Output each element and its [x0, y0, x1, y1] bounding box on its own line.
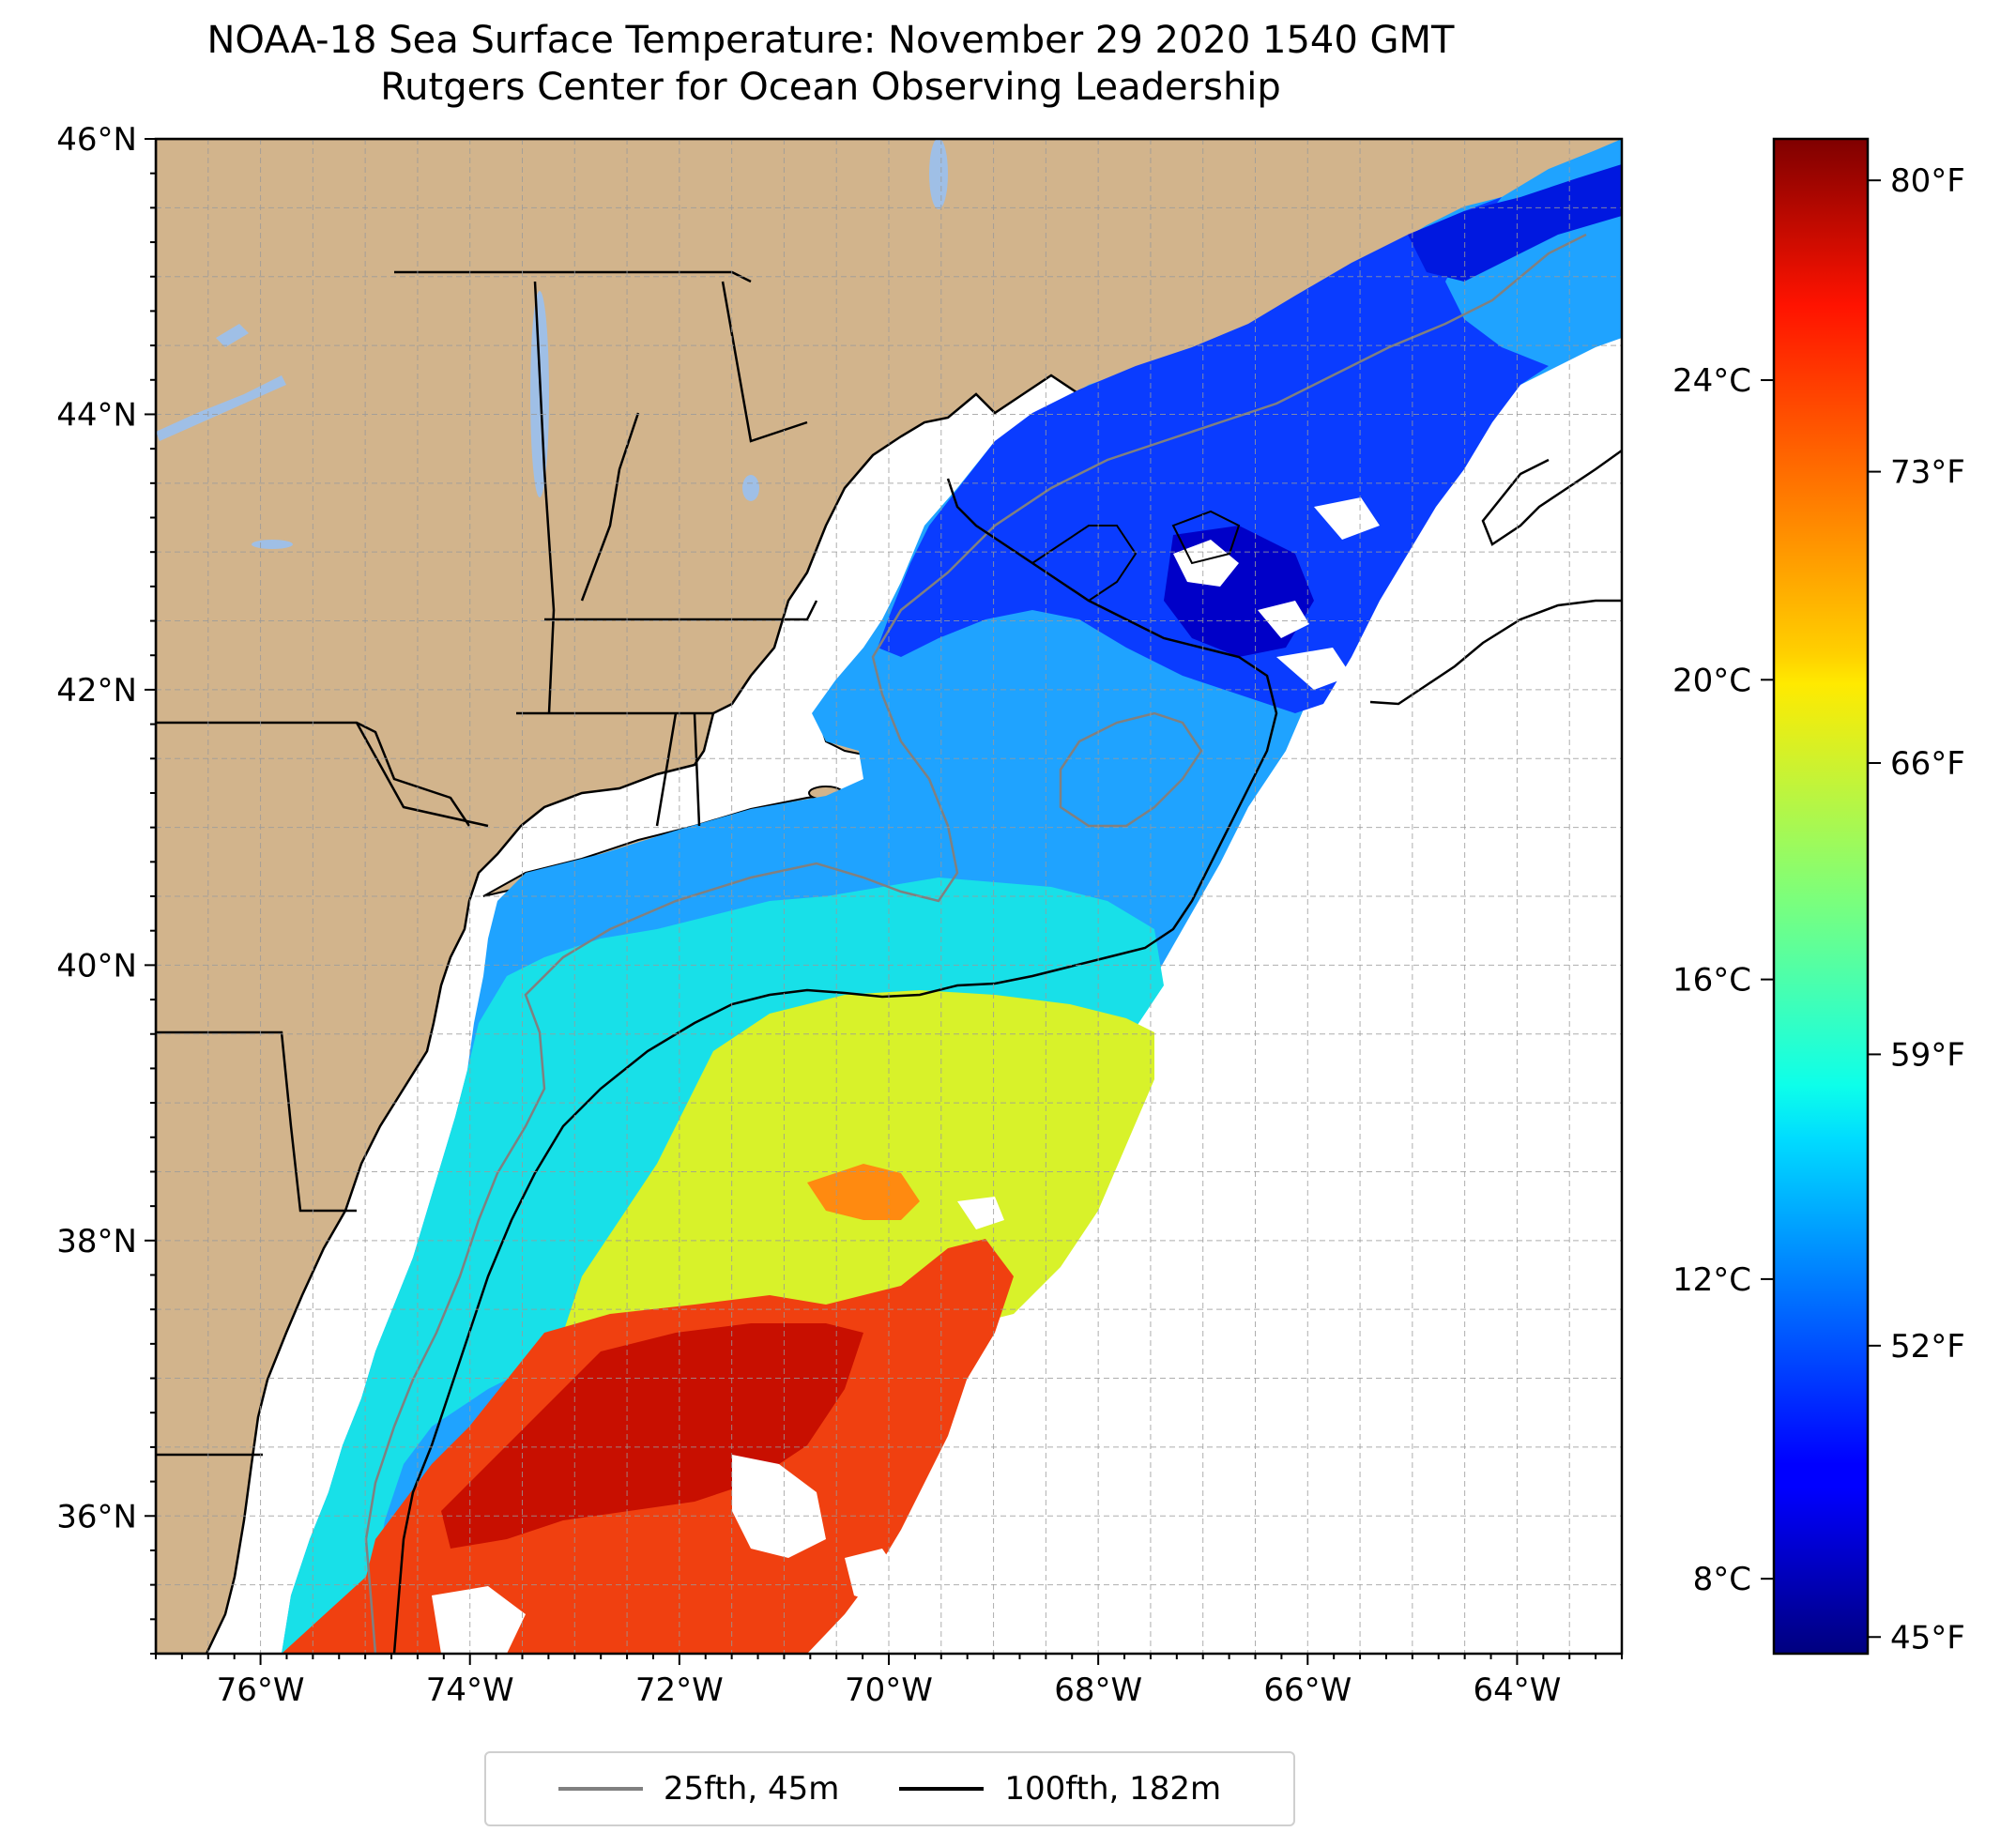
colorbar-celsius-axis: 24°C 20°C 16°C 12°C 8°C — [1672, 362, 1774, 1598]
colorbar — [1772, 137, 1870, 1656]
graticule — [156, 139, 1622, 1654]
colorbar-fahrenheit-label: 45°F — [1890, 1619, 1965, 1656]
title-line-1: NOAA-18 Sea Surface Temperature: Novembe… — [206, 19, 1455, 62]
colorbar-celsius-label: 24°C — [1672, 362, 1751, 400]
title-line-2: Rutgers Center for Ocean Observing Leade… — [380, 66, 1281, 109]
cloud-mask — [432, 497, 1380, 1654]
colorbar-fahrenheit-label: 52°F — [1890, 1328, 1965, 1366]
legend-item-25fth: 25fth, 45m — [557, 1770, 840, 1808]
colorbar-fahrenheit-label: 66°F — [1890, 745, 1965, 783]
sst-gulf-stream-core — [441, 1323, 863, 1549]
lat-tick-label: 44°N — [56, 396, 137, 434]
sst-cold-fundy — [1408, 164, 1622, 282]
isobath-100fth-basin — [1031, 510, 1241, 602]
colorbar-celsius-label: 12°C — [1672, 1261, 1751, 1299]
lon-tick-label: 72°W — [635, 1671, 724, 1709]
chart-title: NOAA-18 Sea Surface Temperature: Novembe… — [0, 17, 1661, 111]
lon-tick-label: 70°W — [845, 1671, 933, 1709]
colorbar-fahrenheit-label: 73°F — [1890, 454, 1965, 492]
colorbar-fahrenheit-label: 59°F — [1890, 1036, 1965, 1074]
sst-warm-eddy — [807, 1164, 920, 1220]
lat-tick-label: 36°N — [56, 1498, 137, 1535]
colorbar-fahrenheit-label: 80°F — [1890, 162, 1965, 200]
longitude-axis: 76°W 74°W 72°W 70°W 68°W 66°W 64°W — [155, 1654, 1623, 1709]
colorbar-fahrenheit-axis: 80°F 73°F 66°F 59°F 52°F 45°F — [1868, 162, 1965, 1656]
isobath-25fth-georges — [1059, 711, 1203, 828]
lon-tick-label: 66°W — [1263, 1671, 1352, 1709]
offshore-coastline-2 — [1481, 449, 1622, 546]
colorbar-celsius-label: 16°C — [1672, 962, 1751, 1000]
colorbar-celsius-label: 8°C — [1693, 1561, 1751, 1598]
lat-tick-label: 40°N — [56, 947, 137, 985]
latitude-axis: 46°N 44°N 42°N 40°N 38°N 36°N — [56, 121, 156, 1655]
legend-swatch-100fth — [899, 1787, 985, 1791]
legend-item-100fth: 100fth, 182m — [899, 1770, 1221, 1808]
legend: 25fth, 45m 100fth, 182m — [484, 1751, 1295, 1826]
legend-label-100fth: 100fth, 182m — [1004, 1770, 1222, 1808]
lat-tick-label: 38°N — [56, 1223, 137, 1260]
legend-swatch-25fth — [557, 1787, 643, 1791]
lat-tick-label: 42°N — [56, 672, 137, 710]
state-borders — [156, 270, 818, 1457]
lon-tick-label: 76°W — [217, 1671, 305, 1709]
lat-tick-label: 46°N — [56, 121, 137, 159]
lon-tick-label: 64°W — [1473, 1671, 1561, 1709]
sst-cold-gulf-of-maine — [878, 197, 1549, 713]
isobath-25fth — [364, 233, 1587, 1654]
colorbar-celsius-label: 20°C — [1672, 662, 1751, 699]
offshore-coastline — [1369, 599, 1622, 706]
legend-label-25fth: 25fth, 45m — [663, 1770, 840, 1808]
lon-tick-label: 74°W — [426, 1671, 514, 1709]
isobath-100fth — [392, 478, 1278, 1654]
lon-tick-label: 68°W — [1054, 1671, 1142, 1709]
